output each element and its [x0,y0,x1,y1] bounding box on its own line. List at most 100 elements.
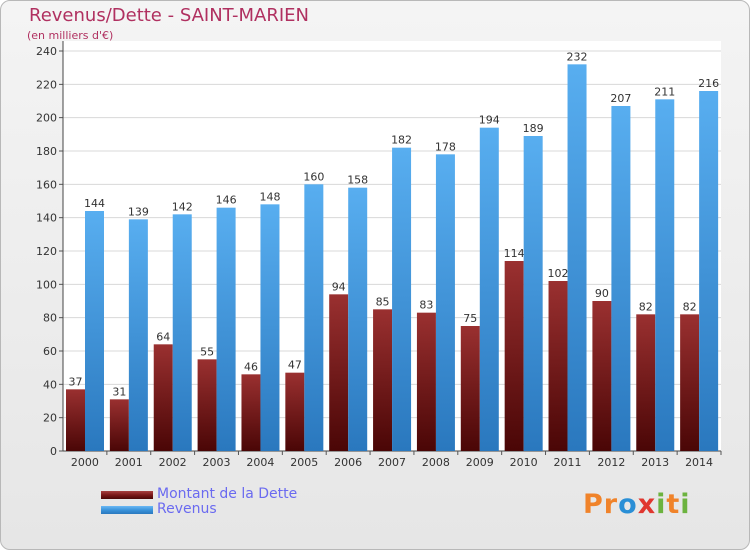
x-tick-label: 2002 [159,456,187,469]
data-label-revenus: 144 [84,197,105,210]
data-label-revenus: 232 [567,50,588,63]
x-tick-label: 2003 [203,456,231,469]
bar-revenus [567,64,587,452]
bar-revenus [304,184,324,452]
x-tick-label: 2005 [290,456,318,469]
y-tick-label: 120 [36,245,57,258]
data-label-revenus: 216 [698,77,719,90]
bar-revenus [655,99,675,451]
data-label-revenus: 178 [435,140,456,153]
x-tick-label: 2014 [685,456,713,469]
data-label-revenus: 194 [479,114,500,127]
x-tick-label: 2004 [246,456,274,469]
logo-letter: t [666,489,681,520]
proxiti-logo: Proxiti [583,489,691,520]
bar-dette [636,314,656,451]
legend-swatch-revenus [101,506,153,514]
data-label-dette: 82 [683,300,697,313]
bar-revenus [128,219,148,451]
data-label-dette: 37 [69,375,83,388]
bar-revenus [348,187,368,451]
bar-dette [416,312,436,451]
data-label-revenus: 189 [523,122,544,135]
data-label-revenus: 142 [172,200,193,213]
y-tick-label: 140 [36,212,57,225]
logo-letter: o [618,489,638,520]
data-label-dette: 83 [419,299,433,312]
data-label-revenus: 207 [610,92,631,105]
y-tick-label: 80 [43,312,57,325]
x-tick-label: 2006 [334,456,362,469]
bar-dette [548,281,568,451]
data-label-dette: 90 [595,287,609,300]
y-tick-label: 200 [36,112,57,125]
data-label-revenus: 139 [128,205,149,218]
bar-dette [153,344,173,451]
chart-title: Revenus/Dette - SAINT-MARIEN [29,5,310,26]
y-tick-label: 40 [43,378,57,391]
bar-revenus [172,214,192,451]
logo-letter: x [637,489,657,520]
data-label-dette: 114 [504,247,525,260]
data-label-dette: 94 [332,280,346,293]
data-label-dette: 55 [200,345,214,358]
bar-dette [241,374,261,451]
logo-letter: i [656,489,667,520]
bar-revenus [216,207,236,451]
bar-dette [680,314,700,451]
data-label-revenus: 158 [347,174,368,187]
x-tick-label: 2012 [597,456,625,469]
data-label-dette: 47 [288,359,302,372]
legend-label-dette: Montant de la Dette [157,486,298,502]
x-tick-label: 2007 [378,456,406,469]
x-tick-label: 2011 [553,456,581,469]
bar-dette [592,301,612,451]
data-label-revenus: 160 [303,170,324,183]
data-label-dette: 85 [376,295,390,308]
legend-label-revenus: Revenus [157,501,217,517]
data-label-dette: 46 [244,360,258,373]
bar-dette [285,372,305,451]
bar-revenus [85,211,104,451]
data-label-revenus: 146 [216,194,237,207]
y-tick-label: 240 [36,45,57,58]
bar-dette [460,326,480,451]
data-label-revenus: 211 [654,85,675,98]
y-tick-label: 100 [36,278,57,291]
legend-swatch-dette [101,491,153,499]
y-tick-label: 220 [36,78,57,91]
bar-revenus [392,147,412,451]
bar-revenus [523,136,543,451]
bar-revenus [699,91,719,451]
x-tick-label: 2013 [641,456,669,469]
x-tick-label: 2008 [422,456,450,469]
y-tick-label: 0 [50,445,57,458]
bar-revenus [260,204,280,451]
x-tick-label: 2000 [71,456,99,469]
bar-dette [373,309,393,451]
data-label-dette: 64 [156,330,170,343]
bar-dette [197,359,217,451]
bar-revenus [611,106,631,451]
y-tick-label: 180 [36,145,57,158]
logo-letter: P [583,489,604,520]
logo-letter: r [603,489,619,520]
bar-revenus [479,127,499,452]
y-tick-label: 60 [43,345,57,358]
data-label-dette: 102 [548,267,569,280]
bar-dette [504,261,524,451]
data-label-dette: 75 [463,312,477,325]
bar-dette [109,399,129,451]
bar-dette [329,294,349,451]
data-label-dette: 82 [639,300,653,313]
x-tick-label: 2001 [115,456,143,469]
bar-dette [66,389,85,451]
y-tick-label: 20 [43,412,57,425]
x-tick-label: 2009 [466,456,494,469]
data-label-revenus: 182 [391,134,412,147]
data-label-revenus: 148 [259,190,280,203]
bar-revenus [435,154,455,452]
data-label-dette: 31 [112,385,126,398]
